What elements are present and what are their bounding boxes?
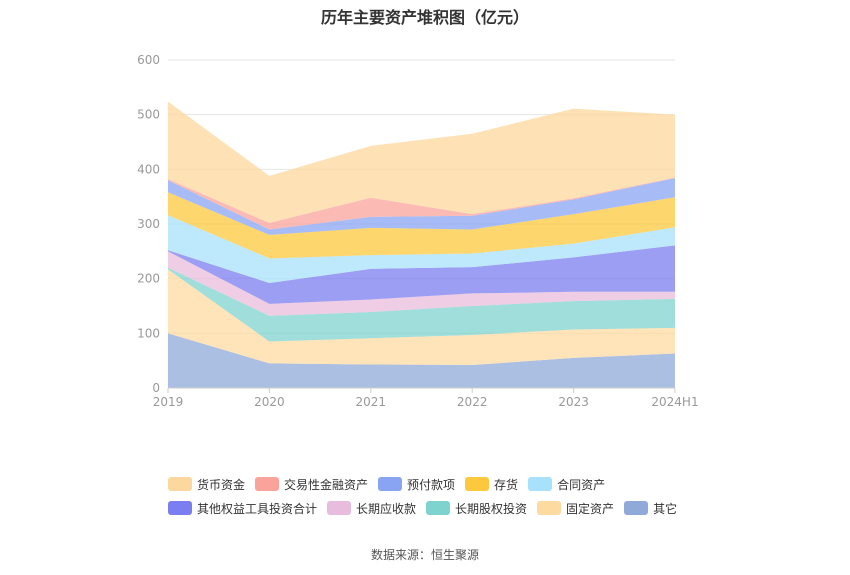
legend-label: 长期股权投资 [455, 501, 528, 516]
y-tick-label: 300 [137, 217, 160, 231]
x-tick-label: 2022 [457, 395, 488, 409]
legend-label: 固定资产 [566, 501, 615, 516]
chart-title: 历年主要资产堆积图（亿元） [320, 8, 529, 27]
x-tick-label: 2023 [558, 395, 589, 409]
legend-label: 预付款项 [407, 477, 456, 492]
area-series-其它 [168, 333, 675, 388]
legend-swatch [327, 501, 352, 515]
legend-label: 货币资金 [197, 477, 246, 492]
legend-row-2: 其他权益工具投资合计 长期应收款 长期股权投资 固定资产 其它 [168, 496, 728, 520]
legend-row-1: 货币资金 交易性金融资产 预付款项 存货 合同资产 [168, 472, 728, 496]
area-series-合同资产 [168, 215, 675, 284]
legend-item-inventory[interactable]: 存货 [465, 476, 518, 493]
area-series-长期应收款 [168, 251, 675, 316]
y-tick-label: 400 [137, 162, 160, 176]
legend-label: 其他权益工具投资合计 [197, 501, 318, 516]
legend-item-long-term-equity-investments[interactable]: 长期股权投资 [426, 500, 527, 517]
x-tick-label: 2024H1 [651, 395, 698, 409]
legend-swatch [255, 477, 280, 491]
legend-swatch [465, 477, 490, 491]
legend-label: 其它 [653, 501, 678, 516]
legend-label: 长期应收款 [356, 501, 417, 516]
area-series-其他权益工具投资合计 [168, 245, 675, 304]
legend-label: 存货 [494, 477, 519, 492]
legend-label: 合同资产 [557, 477, 606, 492]
legend-item-monetary-funds[interactable]: 货币资金 [168, 476, 245, 493]
legend-swatch [624, 501, 649, 515]
data-source: 数据来源：恒生聚源 [370, 548, 479, 562]
area-series-货币资金 [168, 101, 675, 223]
legend-item-fixed-assets[interactable]: 固定资产 [537, 500, 614, 517]
area-series-存货 [168, 192, 675, 259]
legend-swatch [426, 501, 451, 515]
x-tick-label: 2021 [356, 395, 387, 409]
legend: 货币资金 交易性金融资产 预付款项 存货 合同资产 其他权益工具投资合计 长期应… [168, 472, 728, 520]
stacked-area-chart: 0 100 200 300 400 500 600 2019 2020 2021 2022 2023 2… [137, 53, 699, 409]
legend-swatch [168, 477, 192, 491]
legend-swatch [528, 477, 553, 491]
y-tick-label: 600 [137, 53, 160, 67]
y-tick-label: 200 [137, 272, 160, 286]
legend-item-long-term-receivables[interactable]: 长期应收款 [327, 500, 416, 517]
legend-item-prepayments[interactable]: 预付款项 [378, 476, 455, 493]
x-tick-label: 2020 [254, 395, 285, 409]
legend-swatch [378, 477, 403, 491]
legend-swatch [537, 501, 562, 515]
area-series-长期股权投资 [168, 267, 675, 342]
y-tick-label: 500 [137, 108, 160, 122]
legend-item-contract-assets[interactable]: 合同资产 [528, 476, 605, 493]
legend-label: 交易性金融资产 [284, 477, 369, 492]
area-series-预付款项 [168, 178, 675, 235]
legend-item-other-equity-investments[interactable]: 其他权益工具投资合计 [168, 500, 317, 517]
y-tick-label: 100 [137, 326, 160, 340]
area-series-固定资产 [168, 269, 675, 366]
legend-item-trading-financial-assets[interactable]: 交易性金融资产 [255, 476, 368, 493]
y-tick-label: 0 [152, 381, 160, 395]
x-tick-label: 2019 [153, 395, 184, 409]
legend-swatch [168, 501, 192, 515]
legend-item-other[interactable]: 其它 [624, 500, 677, 517]
